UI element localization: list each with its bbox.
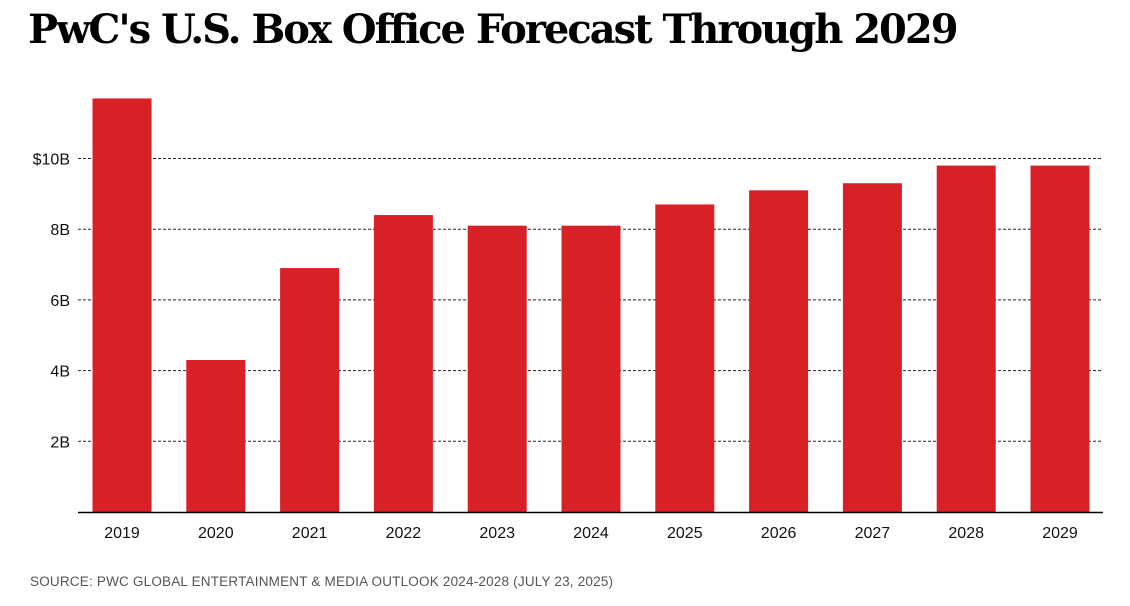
y-tick-label: 8B (50, 222, 70, 239)
bar-2027 (842, 183, 902, 513)
chart-title: PwC's U.S. Box Office Forecast Through 2… (28, 6, 959, 53)
x-tick-label: 2019 (104, 525, 140, 542)
bar-2029 (1030, 165, 1090, 512)
bar-2020 (186, 360, 246, 512)
y-tick-label: 4B (50, 364, 70, 381)
x-tick-label: 2022 (386, 525, 422, 542)
bar-2025 (655, 204, 715, 512)
bar-2024 (561, 225, 621, 513)
bar-2019 (92, 98, 152, 512)
y-tick-label: $10B (33, 152, 70, 169)
x-tick-label: 2023 (479, 525, 515, 542)
x-tick-label: 2021 (292, 525, 328, 542)
bars (92, 98, 1090, 513)
source-note: SOURCE: PWC GLOBAL ENTERTAINMENT & MEDIA… (30, 574, 614, 589)
bar-2023 (467, 225, 527, 513)
x-tick-label: 2024 (573, 525, 609, 542)
x-tick-label: 2025 (667, 525, 703, 542)
x-tick-label: 2027 (855, 525, 891, 542)
y-tick-label: 6B (50, 293, 70, 310)
x-tick-label: 2020 (198, 525, 234, 542)
x-tick-label: 2029 (1042, 525, 1078, 542)
x-axis-tick-labels: 2019 2020 2021 2022 2023 2024 2025 2026 2027 2028… (104, 525, 1078, 542)
y-axis-tick-labels: 2B 4B 6B 8B $10B (33, 152, 70, 452)
bar-2021 (280, 268, 340, 512)
bar-2026 (749, 190, 809, 512)
bar-2028 (936, 165, 996, 512)
bar-2022 (373, 215, 433, 512)
y-tick-label: 2B (50, 434, 70, 451)
x-tick-label: 2028 (948, 525, 984, 542)
x-tick-label: 2026 (761, 525, 797, 542)
bar-chart: 2B 4B 6B 8B $10B 2019 2020 2021 2022 2023 2024 202… (33, 98, 1103, 542)
